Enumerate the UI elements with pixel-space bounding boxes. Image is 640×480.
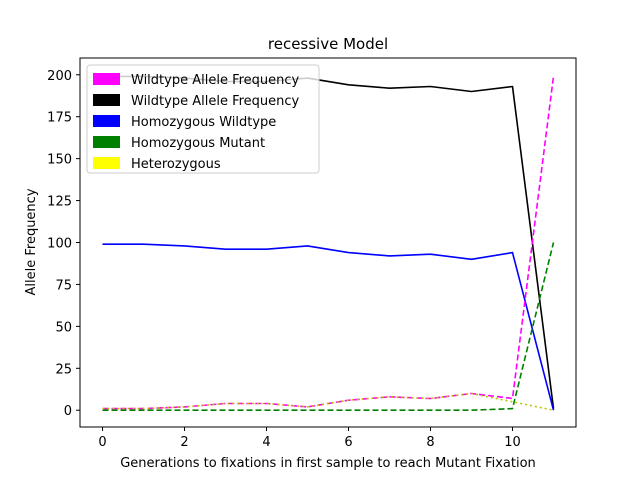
series-line [102, 242, 555, 412]
series-line [102, 243, 555, 411]
legend-swatch [93, 94, 120, 106]
y-tick-label: 0 [64, 404, 72, 419]
y-tick-label: 125 [47, 195, 72, 210]
legend-box [86, 64, 320, 174]
x-tick-label: 0 [98, 435, 106, 450]
legend-label: Wildtype Allele Frequency [131, 73, 300, 88]
y-tick-label: 200 [47, 69, 72, 84]
y-tick-label: 25 [55, 362, 72, 377]
legend-swatch [93, 73, 120, 85]
y-tick-label: 75 [55, 278, 72, 293]
legend-label: Wildtype Allele Frequency [131, 94, 300, 109]
x-tick-label: 4 [262, 435, 270, 450]
y-tick-label: 50 [55, 320, 72, 335]
y-axis-label: Allele Frequency [24, 188, 39, 295]
legend-swatch [93, 136, 120, 148]
chart-title: recessive Model [268, 35, 388, 53]
legend-label: Homozygous Wildtype [131, 115, 276, 130]
x-tick-label: 8 [426, 435, 434, 450]
legend-swatch [93, 115, 120, 127]
y-tick-label: 100 [47, 237, 72, 252]
legend-label: Heterozygous [131, 157, 221, 172]
x-tick-label: 2 [180, 435, 188, 450]
series-line [102, 392, 554, 411]
y-tick-label: 175 [47, 111, 72, 126]
y-tick-label: 150 [47, 153, 72, 168]
x-tick-label: 6 [344, 435, 352, 450]
legend-swatch [93, 157, 120, 169]
x-tick-label: 10 [504, 435, 521, 450]
x-axis-label: Generations to fixations in first sample… [120, 456, 536, 471]
legend: Wildtype Allele Frequency Wildtype Allele… [86, 64, 320, 174]
legend-label: Homozygous Mutant [131, 136, 265, 151]
